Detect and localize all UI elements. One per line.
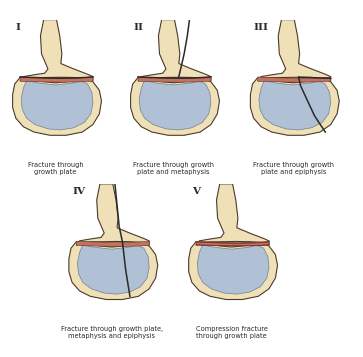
Polygon shape [189,242,278,300]
Polygon shape [250,77,339,135]
Text: III: III [254,23,269,32]
Text: Fracture through growth plate,
metaphysis and epiphysis: Fracture through growth plate, metaphysi… [61,326,163,339]
Text: IV: IV [72,187,85,196]
Text: Compression fracture
through growth plate: Compression fracture through growth plat… [196,326,268,339]
Polygon shape [196,184,269,245]
Polygon shape [77,245,149,294]
Polygon shape [197,245,269,294]
Text: I: I [16,23,21,32]
Polygon shape [196,242,269,246]
Text: Fracture through growth
plate and metaphysis: Fracture through growth plate and metaph… [133,162,214,175]
Polygon shape [138,77,211,82]
Polygon shape [258,20,331,81]
Polygon shape [139,81,211,130]
Polygon shape [69,242,158,300]
Polygon shape [13,77,102,135]
Text: II: II [134,23,144,32]
Polygon shape [21,81,93,130]
Polygon shape [138,20,211,81]
Polygon shape [20,77,93,82]
Text: Fracture through
growth plate: Fracture through growth plate [28,162,83,175]
Polygon shape [259,81,331,130]
Text: Fracture through growth
plate and epiphysis: Fracture through growth plate and epiphy… [253,162,334,175]
Polygon shape [131,77,220,135]
Text: V: V [192,187,200,196]
Polygon shape [20,20,93,81]
Polygon shape [76,184,149,245]
Polygon shape [76,241,149,246]
Polygon shape [258,77,331,82]
